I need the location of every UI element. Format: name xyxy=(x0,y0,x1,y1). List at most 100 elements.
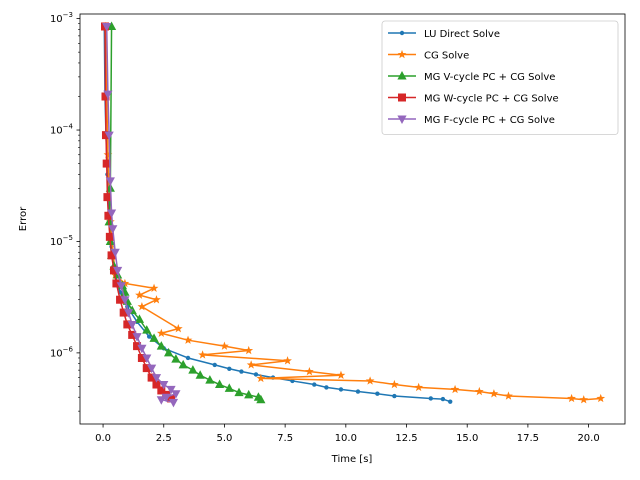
x-tick-label: 20.0 xyxy=(577,433,599,444)
data-point xyxy=(119,308,128,317)
data-point xyxy=(105,177,115,186)
data-point xyxy=(246,360,256,369)
data-point xyxy=(390,379,399,389)
data-point xyxy=(185,355,191,361)
x-axis: 0.0 2.5 5.0 7.5 10.0 12.5 15.0 17.5 20.0 xyxy=(95,424,600,444)
data-point xyxy=(156,328,166,337)
data-point xyxy=(224,383,234,392)
data-point xyxy=(596,393,606,403)
data-point xyxy=(147,364,157,374)
x-tick-label: 15.0 xyxy=(456,433,478,444)
data-point xyxy=(173,324,183,333)
data-point xyxy=(440,396,446,402)
data-point xyxy=(167,394,176,403)
data-point xyxy=(152,295,161,304)
data-point xyxy=(212,362,217,368)
x-axis-label: Time [s] xyxy=(331,454,373,465)
data-point xyxy=(116,295,125,304)
legend-label: LU Direct Solve xyxy=(424,29,500,40)
data-point xyxy=(489,389,499,398)
data-point xyxy=(567,393,576,403)
legend-entry: CG Solve xyxy=(388,49,469,62)
y-tick-label: 10−3 xyxy=(50,11,73,25)
data-point xyxy=(244,389,254,399)
data-point xyxy=(188,365,198,374)
data-point xyxy=(157,386,166,395)
data-point xyxy=(127,320,137,330)
legend-box xyxy=(381,20,619,135)
data-point xyxy=(102,22,112,32)
data-point xyxy=(504,391,513,400)
legend-marker xyxy=(397,71,407,80)
data-point xyxy=(256,394,266,404)
y-axis: 10−6 10−5 10−4 10−3 xyxy=(50,11,80,412)
data-point xyxy=(104,131,114,141)
data-point xyxy=(112,279,121,288)
data-point xyxy=(137,353,146,362)
data-point xyxy=(101,131,110,140)
legend-marker xyxy=(398,93,406,102)
data-point xyxy=(113,266,123,276)
data-point xyxy=(156,341,166,350)
data-point xyxy=(149,283,159,292)
data-point xyxy=(256,373,266,383)
data-point xyxy=(392,393,397,399)
data-point xyxy=(101,92,110,101)
data-point xyxy=(109,266,118,275)
data-point xyxy=(133,342,142,351)
legend-entry: MG V-cycle PC + CG Solve xyxy=(388,71,555,83)
plot-frame xyxy=(79,13,626,425)
data-point xyxy=(110,248,120,258)
data-point xyxy=(152,380,161,389)
legend: LU Direct Solve CG Solve MG V-cycle PC + C… xyxy=(381,20,619,135)
data-point xyxy=(149,333,159,342)
data-point xyxy=(205,375,215,384)
data-point xyxy=(134,314,145,323)
data-point xyxy=(312,382,317,387)
x-tick-label: 10.0 xyxy=(335,433,357,444)
data-point xyxy=(120,296,130,305)
data-point xyxy=(244,345,254,355)
data-point xyxy=(161,393,171,403)
data-point xyxy=(338,387,344,392)
data-point xyxy=(198,350,207,359)
x-tick-label: 12.5 xyxy=(395,433,417,444)
data-point xyxy=(168,398,179,408)
data-point xyxy=(234,387,244,397)
data-point xyxy=(105,232,114,241)
data-point xyxy=(106,209,117,219)
data-point xyxy=(103,193,112,202)
data-point xyxy=(324,385,329,390)
data-point xyxy=(579,395,589,404)
data-point xyxy=(220,341,229,350)
legend-marker xyxy=(397,49,407,59)
data-point xyxy=(107,251,116,260)
legend-label: MG W-cycle PC + CG Solve xyxy=(424,94,559,105)
data-point xyxy=(104,211,113,220)
data-point xyxy=(156,396,166,405)
legend-label: MG V-cycle PC + CG Solve xyxy=(424,72,555,83)
data-point xyxy=(137,302,147,311)
legend-entry: MG W-cycle PC + CG Solve xyxy=(388,93,559,105)
y-tick-label: 10−4 xyxy=(50,123,74,137)
data-point xyxy=(195,370,205,379)
data-point xyxy=(171,354,181,363)
x-tick-label: 2.5 xyxy=(156,433,172,444)
legend-entry: LU Direct Solve xyxy=(388,29,500,40)
data-point xyxy=(116,282,126,291)
data-point xyxy=(283,356,292,365)
data-point xyxy=(365,376,375,385)
data-point xyxy=(142,354,152,363)
data-point xyxy=(106,21,117,30)
y-axis-label: Error xyxy=(18,206,29,231)
data-point xyxy=(132,333,142,342)
data-point xyxy=(450,384,460,394)
data-point xyxy=(108,225,118,234)
data-point xyxy=(305,366,314,376)
data-point xyxy=(214,379,225,389)
data-point xyxy=(428,396,433,401)
data-point xyxy=(336,370,346,379)
data-point xyxy=(103,150,113,159)
x-tick-label: 17.5 xyxy=(517,433,539,444)
